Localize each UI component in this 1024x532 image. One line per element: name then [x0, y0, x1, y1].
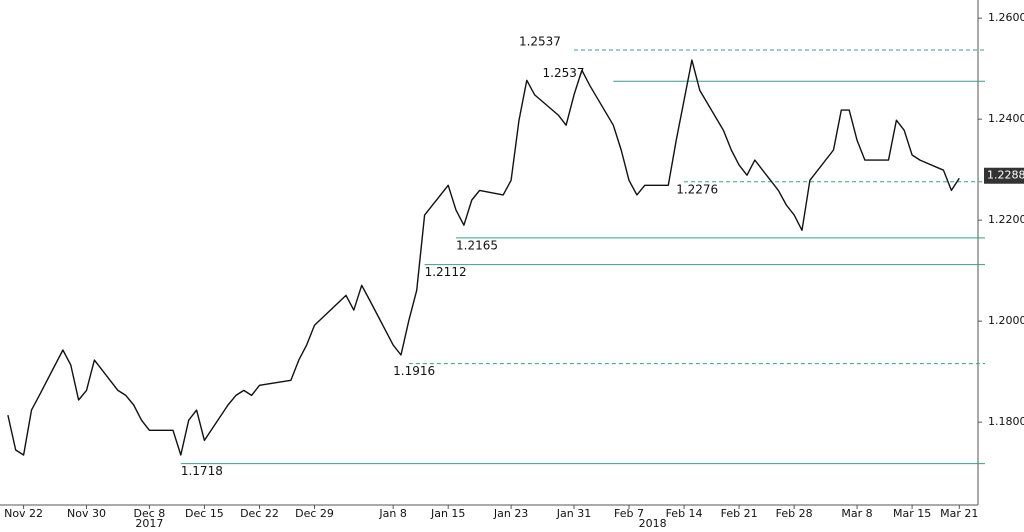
x-tick-label: Dec 8 — [134, 507, 166, 520]
last-value-label: 1.2288 — [987, 169, 1024, 182]
x-tick-label: Jan 31 — [556, 507, 591, 520]
x-tick-label: Feb 14 — [666, 507, 703, 520]
y-tick-label: 1.1800 — [988, 415, 1024, 428]
x-tick-label: Nov 30 — [67, 507, 106, 520]
annotation: 1.2165 — [456, 238, 498, 252]
y-tick-label: 1.2200 — [988, 213, 1024, 226]
x-tick-label: Feb 7 — [614, 507, 644, 520]
x-tick-label: Dec 29 — [295, 507, 334, 520]
x-tick-label: Mar 21 — [940, 507, 978, 520]
y-tick-label: 1.2400 — [988, 112, 1024, 125]
x-tick-label: Nov 22 — [4, 507, 43, 520]
y-tick-label: 1.2000 — [988, 314, 1024, 327]
x-tick-label: Mar 15 — [893, 507, 931, 520]
x-tick-label: Feb 28 — [776, 507, 813, 520]
price-line — [7, 59, 960, 456]
x-tick-label: Dec 22 — [240, 507, 279, 520]
x-tick-label: Feb 21 — [721, 507, 758, 520]
x-tick-label: Jan 23 — [493, 507, 528, 520]
annotation: 1.2537 — [519, 34, 561, 48]
annotation: 1.2537 — [543, 66, 585, 80]
last-value-box — [984, 167, 1024, 184]
annotation: 1.2112 — [425, 265, 467, 279]
y-tick-label: 1.2600 — [988, 11, 1024, 24]
year-label: 2018 — [639, 517, 667, 528]
x-tick-label: Jan 8 — [378, 507, 406, 520]
year-label: 2017 — [135, 517, 163, 528]
annotation: 1.1916 — [393, 364, 435, 378]
x-tick-label: Jan 15 — [430, 507, 465, 520]
x-tick-label: Dec 15 — [185, 507, 224, 520]
x-tick-label: Mar 8 — [841, 507, 872, 520]
annotation: 1.2276 — [676, 182, 718, 196]
annotation: 1.1718 — [181, 464, 223, 478]
